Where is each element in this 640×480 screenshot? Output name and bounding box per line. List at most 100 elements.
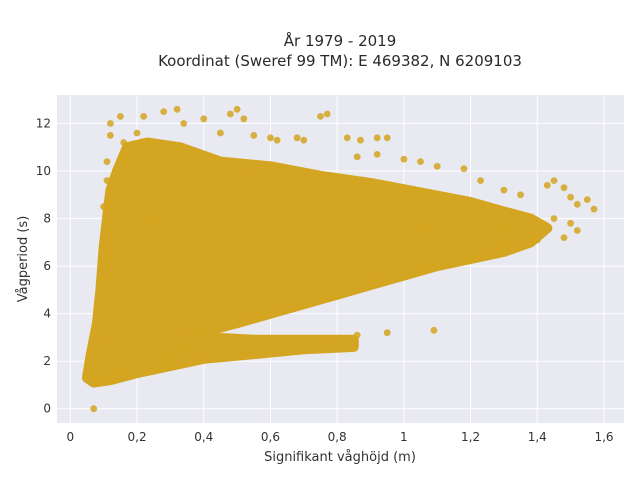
data-point (240, 115, 248, 123)
data-point (117, 369, 124, 377)
data-point (323, 110, 331, 118)
data-point (117, 113, 124, 120)
data-point (133, 362, 141, 370)
data-point (300, 186, 308, 194)
x-axis-title: Signifikant våghöjd (m) (264, 450, 416, 465)
data-point (103, 177, 111, 185)
data-point (200, 115, 208, 123)
data-point (590, 205, 598, 213)
data-point (333, 215, 341, 223)
data-point (183, 343, 191, 351)
data-point (90, 405, 98, 413)
y-tick-label: 0 (43, 402, 51, 416)
data-point (433, 262, 441, 270)
data-point (267, 205, 274, 213)
data-point (373, 151, 381, 158)
data-point (173, 105, 181, 113)
data-point (533, 236, 541, 244)
data-point (353, 153, 361, 161)
point-cloud (82, 137, 553, 388)
data-point (173, 329, 181, 337)
chart-title-line1: År 1979 - 2019 (284, 31, 397, 50)
data-point (227, 110, 234, 118)
data-point (300, 136, 308, 144)
data-point (350, 286, 358, 294)
data-point (103, 158, 111, 166)
dense-point-mass (82, 137, 553, 388)
data-point (433, 162, 441, 170)
data-point (317, 338, 324, 346)
data-point (167, 360, 174, 367)
data-point (567, 193, 574, 201)
data-point (517, 191, 524, 199)
data-point (317, 113, 324, 120)
data-point (333, 336, 341, 344)
data-point (417, 158, 424, 166)
data-point (267, 134, 274, 142)
data-point (550, 177, 558, 185)
data-point (373, 134, 381, 142)
x-tick-label: 0 (67, 430, 75, 444)
data-point (500, 241, 508, 249)
data-point (140, 113, 148, 120)
data-point (100, 310, 108, 318)
data-point (133, 262, 141, 270)
data-point (250, 132, 258, 139)
data-point (87, 374, 94, 382)
data-point (217, 129, 224, 137)
data-point (367, 222, 374, 230)
data-point (100, 203, 108, 211)
data-point (560, 234, 568, 242)
y-tick-label: 10 (36, 164, 51, 178)
data-points (87, 105, 598, 413)
data-point (200, 326, 208, 334)
y-tick-label: 8 (43, 212, 51, 226)
data-point (383, 134, 391, 142)
x-tick-label: 1,2 (461, 430, 480, 444)
y-tick-label: 2 (43, 354, 51, 368)
data-point (107, 132, 114, 139)
data-point (250, 312, 258, 320)
data-point (150, 215, 158, 223)
data-point (343, 134, 351, 142)
data-point (567, 219, 574, 227)
data-point (93, 357, 101, 365)
data-point (467, 255, 474, 263)
data-point (100, 274, 108, 282)
data-point (583, 196, 591, 204)
data-point (133, 334, 141, 341)
data-point (233, 250, 241, 258)
data-point (180, 120, 188, 127)
data-point (400, 155, 408, 163)
data-point (327, 293, 334, 301)
data-point (167, 298, 174, 306)
x-tick-label: 0,4 (194, 430, 213, 444)
data-point (150, 364, 158, 372)
x-tick-label: 0,6 (261, 430, 280, 444)
data-point (93, 376, 101, 384)
data-point (517, 243, 524, 251)
data-point (357, 136, 364, 144)
data-point (400, 267, 408, 275)
data-point (227, 319, 234, 327)
data-point (550, 215, 558, 223)
data-point (460, 165, 468, 173)
data-point (250, 345, 258, 353)
y-tick-label: 6 (43, 259, 51, 273)
data-point (373, 274, 381, 282)
x-tick-label: 0,8 (328, 430, 347, 444)
data-point (573, 200, 581, 208)
data-point (483, 246, 491, 253)
data-point (133, 129, 141, 137)
data-point (273, 307, 281, 315)
data-point (150, 334, 158, 341)
x-tick-label: 1,4 (528, 430, 547, 444)
data-point (283, 338, 291, 346)
data-point (160, 108, 168, 115)
y-axis-ticks: 0 2 4 6 8 10 12 (36, 117, 51, 416)
data-point (500, 186, 508, 194)
data-point (543, 181, 551, 189)
x-tick-label: 1,6 (594, 430, 613, 444)
data-point (293, 134, 301, 142)
